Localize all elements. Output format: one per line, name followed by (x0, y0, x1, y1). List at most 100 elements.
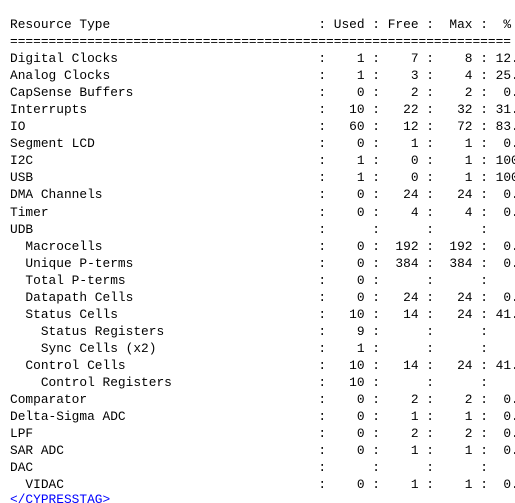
free-value (380, 341, 419, 356)
free-value: 2 (380, 85, 419, 101)
percent-used-value: 100.00 % (495, 170, 515, 186)
percent-used-value: 41.67 % (495, 357, 515, 373)
max-value: 192 (433, 238, 473, 254)
table-row: CapSense Buffers : 0 : 2 : 2 : 0.00 % (10, 85, 515, 100)
max-value (434, 460, 473, 475)
resource-name: Analog Clocks (10, 68, 319, 84)
free-value: 1 (380, 136, 419, 152)
resource-name: Comparator (10, 392, 319, 408)
resource-name: Datapath Cells (25, 289, 319, 305)
percent-used-value: 0.00 % (503, 409, 515, 425)
free-value: 3 (380, 68, 419, 84)
used-value: 0 (326, 187, 365, 203)
free-value: 14 (380, 357, 419, 373)
used-value: 0 (326, 85, 365, 101)
free-value (380, 273, 419, 288)
max-value (434, 341, 473, 356)
resource-name: Segment LCD (10, 136, 319, 152)
table-row: Delta-Sigma ADC : 0 : 1 : 1 : 0.00 % (10, 409, 515, 424)
header-max: Max (449, 17, 473, 32)
percent-used-value: 100.00 % (495, 153, 515, 169)
table-row: Macrocells : 0 : 192 : 192 : 0.00 % (10, 239, 515, 254)
percent-used-value: 0.00 % (503, 187, 515, 203)
table-row: Sync Cells (x2) : 1 : : : (10, 341, 515, 356)
resource-name: LPF (10, 426, 319, 442)
max-value: 2 (433, 426, 473, 442)
resource-name: Total P-terms (25, 272, 319, 288)
closing-tag: </CYPRESSTAG> (10, 492, 111, 503)
max-value: 24 (433, 289, 473, 305)
used-value: 1 (326, 68, 365, 84)
free-value: 1 (380, 477, 419, 493)
max-value: 8 (433, 51, 473, 67)
max-value: 32 (433, 102, 473, 118)
max-value: 1 (433, 409, 473, 425)
max-value: 384 (433, 255, 473, 271)
max-value: 1 (433, 443, 473, 459)
max-value (434, 273, 473, 288)
max-value: 1 (433, 170, 473, 186)
free-value: 14 (380, 306, 419, 322)
used-value: 10 (326, 306, 365, 322)
max-value: 1 (433, 477, 473, 493)
resource-name: UDB (10, 221, 319, 237)
table-row: Segment LCD : 0 : 1 : 1 : 0.00 % (10, 136, 515, 151)
percent-used-value: 25.00 % (495, 68, 515, 84)
resource-name: Unique P-terms (25, 255, 319, 271)
percent-used-value: 31.25 % (495, 102, 515, 118)
max-value: 1 (433, 136, 473, 152)
used-value (326, 222, 365, 237)
max-value: 24 (433, 357, 473, 373)
resource-name: DAC (10, 460, 319, 476)
used-value: 1 (326, 51, 365, 67)
resource-name: Interrupts (10, 102, 319, 118)
free-value: 2 (380, 392, 419, 408)
free-value: 384 (380, 255, 419, 271)
table-row: Status Cells : 10 : 14 : 24 : 41.67 % (10, 307, 515, 322)
free-value: 1 (380, 443, 419, 459)
resource-name: Digital Clocks (10, 51, 319, 67)
max-value: 2 (433, 392, 473, 408)
header-used: Used (333, 17, 365, 32)
percent-used-value: 0.00 % (503, 85, 515, 101)
used-value: 1 (326, 340, 365, 356)
max-value: 24 (433, 187, 473, 203)
used-value: 0 (326, 238, 365, 254)
max-value (434, 222, 473, 237)
table-row: Interrupts : 10 : 22 : 32 : 31.25 % (10, 102, 515, 117)
max-value: 4 (433, 204, 473, 220)
used-value: 0 (326, 392, 365, 408)
table-row: SAR ADC : 0 : 1 : 1 : 0.00 % (10, 443, 515, 458)
used-value: 9 (326, 323, 365, 339)
used-value: 0 (326, 443, 365, 459)
percent-used-value (496, 222, 515, 237)
free-value: 7 (380, 51, 419, 67)
table-row: Control Registers : 10 : : : (10, 375, 515, 390)
used-value: 10 (326, 357, 365, 373)
max-value: 72 (433, 119, 473, 135)
free-value: 22 (380, 102, 419, 118)
free-value: 1 (380, 409, 419, 425)
resource-name: Control Cells (25, 357, 319, 373)
used-value: 10 (326, 374, 365, 390)
max-value: 24 (433, 306, 473, 322)
header-free: Free (387, 17, 419, 32)
percent-used-value: 0.00 % (503, 204, 515, 220)
percent-used-value (496, 273, 515, 288)
percent-used-value: 0.00 % (503, 255, 515, 271)
header-separator: ========================================… (10, 34, 511, 50)
resource-name: CapSense Buffers (10, 85, 319, 101)
used-value: 0 (326, 272, 365, 288)
percent-used-value: 0.00 % (503, 289, 515, 305)
table-row: Total P-terms : 0 : : : (10, 273, 515, 288)
table-row: LPF : 0 : 2 : 2 : 0.00 % (10, 426, 515, 441)
table-row: Unique P-terms : 0 : 384 : 384 : 0.00 % (10, 256, 515, 271)
resource-name: Status Cells (25, 306, 319, 322)
percent-used-value: 0.00 % (503, 426, 515, 442)
max-value: 1 (433, 153, 473, 169)
used-value: 60 (326, 119, 365, 135)
resource-name: DMA Channels (10, 187, 319, 203)
max-value: 4 (433, 68, 473, 84)
table-row: VIDAC : 0 : 1 : 1 : 0.00 % (10, 477, 515, 492)
